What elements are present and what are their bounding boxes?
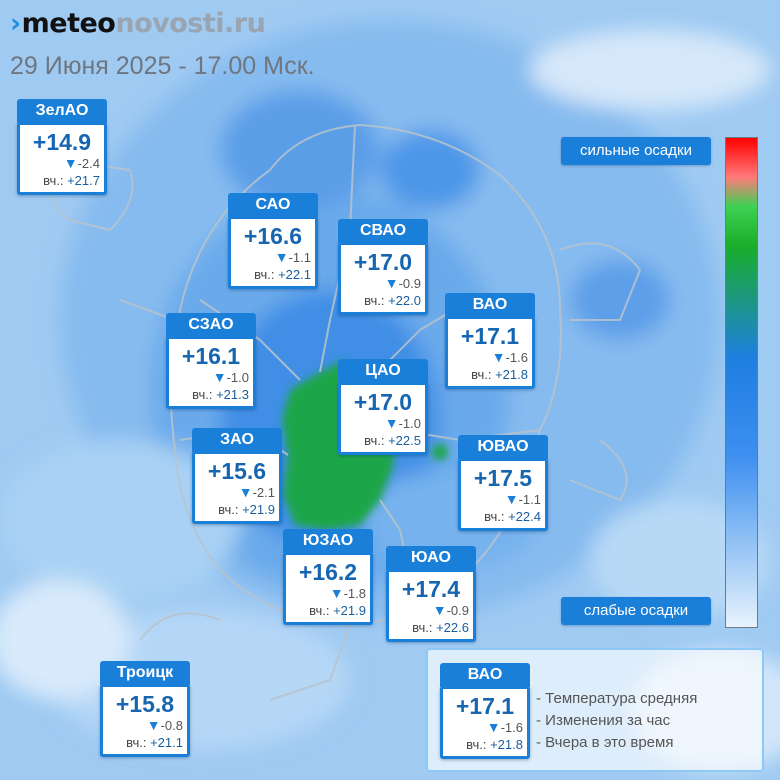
district-change: ▼-1.1 <box>274 249 311 265</box>
district-card-vao: ВАО +17.1 ▼-1.6 вч.: +21.8 <box>445 293 535 389</box>
district-card-zelao: ЗелАО +14.9 ▼-2.4 вч.: +21.7 <box>17 99 107 195</box>
district-card-szao: СЗАО +16.1 ▼-1.0 вч.: +21.3 <box>166 313 256 409</box>
district-name: ВАО <box>440 663 530 687</box>
district-yesterday: вч.: +22.5 <box>364 433 421 448</box>
down-triangle-icon: ▼ <box>238 484 253 500</box>
district-name: ЮЗАО <box>283 529 373 553</box>
district-temp: +17.5 <box>473 465 533 491</box>
down-triangle-icon: ▼ <box>63 155 78 171</box>
district-change: ▼-0.9 <box>432 602 469 618</box>
down-triangle-icon: ▼ <box>212 369 227 385</box>
district-change: ▼-0.9 <box>384 275 421 291</box>
district-card-yuzao: ЮЗАО +16.2 ▼-1.8 вч.: +21.9 <box>283 529 373 625</box>
district-card-sao: САО +16.6 ▼-1.1 вч.: +22.1 <box>228 193 318 289</box>
district-name: ЦАО <box>338 359 428 383</box>
legend-box: ВАО +17.1 ▼-1.6 вч.: +21.8 - Температура… <box>426 648 764 772</box>
district-change: ▼-1.0 <box>384 415 421 431</box>
forecast-datetime: 29 Июня 2025 - 17.00 Мск. <box>10 52 315 80</box>
district-yesterday: вч.: +21.9 <box>309 603 366 618</box>
district-change: ▼-1.1 <box>504 491 541 507</box>
district-name: ЗелАО <box>17 99 107 123</box>
district-change: ▼-1.6 <box>486 719 523 735</box>
down-triangle-icon: ▼ <box>486 719 501 735</box>
district-card-yuao: ЮАО +17.4 ▼-0.9 вч.: +22.6 <box>386 546 476 642</box>
district-change: ▼-1.0 <box>212 369 249 385</box>
district-temp: +17.0 <box>353 249 413 275</box>
district-yesterday: вч.: +21.8 <box>471 367 528 382</box>
district-yesterday: вч.: +22.6 <box>412 620 469 635</box>
district-temp: +15.8 <box>115 691 175 717</box>
district-change: ▼-1.8 <box>329 585 366 601</box>
legend-descriptions: - Температура средняя - Изменения за час… <box>536 688 697 754</box>
district-card-troitsk: Троицк +15.8 ▼-0.8 вч.: +21.1 <box>100 661 190 757</box>
district-card-yuvao: ЮВАО +17.5 ▼-1.1 вч.: +22.4 <box>458 435 548 531</box>
district-yesterday: вч.: +22.0 <box>364 293 421 308</box>
legend-item-hourly-change: - Изменения за час <box>536 712 671 729</box>
district-temp: +17.1 <box>460 323 520 349</box>
district-temp: +16.6 <box>243 223 303 249</box>
scale-label-heavy: сильные осадки <box>561 137 711 165</box>
down-triangle-icon: ▼ <box>384 275 399 291</box>
down-triangle-icon: ▼ <box>432 602 447 618</box>
district-temp: +16.2 <box>298 559 358 585</box>
district-yesterday: вч.: +21.8 <box>466 737 523 752</box>
down-triangle-icon: ▼ <box>491 349 506 365</box>
district-name: ЗАО <box>192 428 282 452</box>
site-logo[interactable]: ›meteonovosti.ru <box>10 8 266 39</box>
district-name: ВАО <box>445 293 535 317</box>
district-card-svao: СВАО +17.0 ▼-0.9 вч.: +22.0 <box>338 219 428 315</box>
district-change: ▼-2.4 <box>63 155 100 171</box>
scale-label-light: слабые осадки <box>561 597 711 625</box>
precipitation-scale-bar <box>725 137 758 628</box>
district-yesterday: вч.: +21.9 <box>218 502 275 517</box>
district-temp: +17.0 <box>353 389 413 415</box>
district-name: САО <box>228 193 318 217</box>
district-temp: +15.6 <box>207 458 267 484</box>
down-triangle-icon: ▼ <box>329 585 344 601</box>
district-name: ЮАО <box>386 546 476 570</box>
legend-item-yesterday: - Вчера в это время <box>536 734 674 751</box>
district-yesterday: вч.: +22.4 <box>484 509 541 524</box>
logo-chevron-icon: › <box>10 8 21 39</box>
district-name: Троицк <box>100 661 190 685</box>
district-temp: +17.4 <box>401 576 461 602</box>
down-triangle-icon: ▼ <box>384 415 399 431</box>
district-name: ЮВАО <box>458 435 548 459</box>
district-yesterday: вч.: +21.7 <box>43 173 100 188</box>
district-change: ▼-1.6 <box>491 349 528 365</box>
district-temp: +16.1 <box>181 343 241 369</box>
district-yesterday: вч.: +21.3 <box>192 387 249 402</box>
district-name: СВАО <box>338 219 428 243</box>
district-temp: +17.1 <box>455 693 515 719</box>
district-card-zao: ЗАО +15.6 ▼-2.1 вч.: +21.9 <box>192 428 282 524</box>
legend-example-card: ВАО +17.1 ▼-1.6 вч.: +21.8 <box>440 663 530 759</box>
district-change: ▼-0.8 <box>146 717 183 733</box>
down-triangle-icon: ▼ <box>274 249 289 265</box>
district-card-tsao: ЦАО +17.0 ▼-1.0 вч.: +22.5 <box>338 359 428 455</box>
legend-item-average-temp: - Температура средняя <box>536 690 698 707</box>
district-yesterday: вч.: +22.1 <box>254 267 311 282</box>
down-triangle-icon: ▼ <box>146 717 161 733</box>
down-triangle-icon: ▼ <box>504 491 519 507</box>
district-yesterday: вч.: +21.1 <box>126 735 183 750</box>
district-temp: +14.9 <box>32 129 92 155</box>
district-change: ▼-2.1 <box>238 484 275 500</box>
district-name: СЗАО <box>166 313 256 337</box>
